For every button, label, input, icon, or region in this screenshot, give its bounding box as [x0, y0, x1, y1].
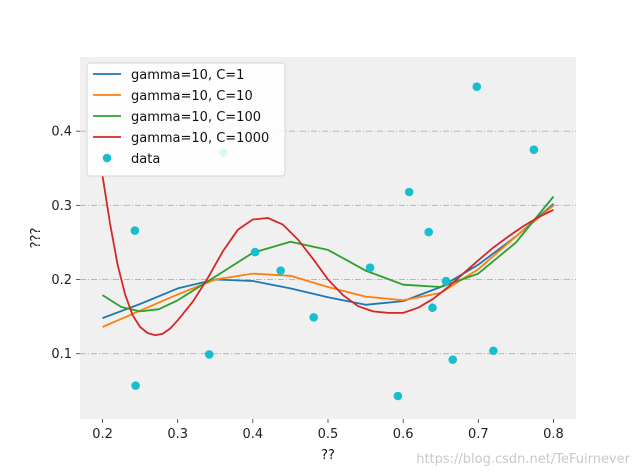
- x-tick-label: 0.7: [468, 427, 489, 442]
- legend-label: gamma=10, C=1000: [131, 131, 269, 146]
- y-axis: 0.1 0.2 0.3 0.4: [51, 125, 80, 362]
- x-tick-label: 0.6: [393, 427, 414, 442]
- data-point: [309, 313, 319, 322]
- y-tick-label: 0.2: [51, 273, 72, 288]
- watermark-text: https://blog.csdn.net/TeFuirnever: [416, 452, 630, 467]
- legend: gamma=10, C=1 gamma=10, C=10 gamma=10, C=1…: [86, 62, 286, 177]
- series-line-1: [102, 203, 555, 319]
- legend-label: gamma=10, C=100: [131, 110, 261, 125]
- legend-label: gamma=10, C=10: [131, 89, 253, 104]
- data-point: [472, 82, 482, 91]
- y-axis-label: ???: [29, 228, 44, 249]
- y-tick-label: 0.4: [51, 125, 72, 140]
- x-tick-label: 0.4: [243, 427, 264, 442]
- data-point: [529, 145, 539, 155]
- data-point: [131, 381, 140, 390]
- data-point: [130, 226, 140, 235]
- data-point: [448, 355, 458, 364]
- data-point: [250, 247, 260, 257]
- x-tick-label: 0.3: [167, 427, 188, 442]
- data-point: [204, 350, 214, 359]
- series-line-2: [102, 204, 555, 328]
- data-points: [130, 82, 539, 401]
- y-tick-label: 0.3: [51, 199, 72, 214]
- x-tick-label: 0.8: [543, 427, 564, 442]
- data-point: [393, 391, 403, 401]
- series-line-4: [101, 175, 554, 337]
- legend-box: [86, 62, 286, 177]
- data-point: [365, 263, 375, 272]
- y-tick-label: 0.1: [51, 347, 72, 362]
- data-point: [441, 276, 451, 286]
- x-axis-label: ??: [321, 448, 335, 463]
- data-point: [276, 266, 285, 275]
- x-axis: 0.2 0.3 0.4 0.5 0.6 0.7 0.8: [92, 419, 564, 442]
- legend-label: data: [131, 152, 160, 167]
- legend-label: gamma=10, C=1: [131, 68, 244, 83]
- series-line-3: [102, 195, 555, 313]
- data-point: [424, 227, 434, 237]
- data-point: [489, 346, 498, 356]
- data-point: [428, 303, 437, 313]
- x-tick-label: 0.5: [318, 427, 339, 442]
- data-point: [404, 187, 414, 197]
- series-lines: [101, 175, 555, 337]
- x-tick-label: 0.2: [92, 427, 113, 442]
- legend-swatch: [102, 153, 112, 163]
